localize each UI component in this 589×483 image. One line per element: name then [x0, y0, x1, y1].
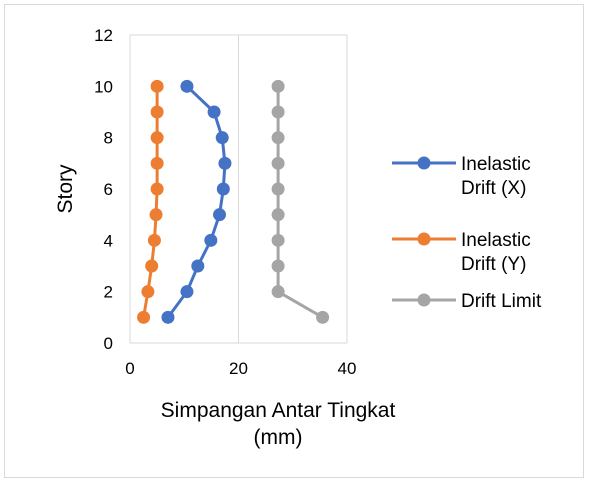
y-tick-label: 6 — [104, 180, 113, 199]
x-tick-label: 40 — [338, 359, 357, 378]
data-point — [147, 233, 161, 247]
data-point — [150, 156, 164, 170]
legend-swatch-marker — [417, 293, 431, 307]
data-point — [149, 208, 163, 222]
data-point — [204, 233, 218, 247]
data-point — [150, 79, 164, 93]
data-point — [271, 285, 285, 299]
y-tick-label: 8 — [104, 129, 113, 148]
series — [137, 79, 330, 324]
data-point — [161, 310, 175, 324]
data-point — [180, 79, 194, 93]
data-point — [141, 285, 155, 299]
data-point — [145, 259, 159, 273]
y-tick-label: 12 — [94, 26, 113, 45]
series-line — [166, 85, 227, 319]
data-point — [316, 310, 330, 324]
x-tick-label: 20 — [229, 359, 248, 378]
legend-label: Drift (X) — [461, 178, 526, 199]
data-point — [271, 131, 285, 145]
data-point — [271, 79, 285, 93]
data-point — [150, 105, 164, 119]
legend-swatch-marker — [417, 156, 431, 170]
data-point — [215, 131, 229, 145]
axis-titles: Story Simpangan Antar Tingkat (mm) — [54, 164, 395, 449]
data-point — [216, 182, 230, 196]
chart-area — [4, 4, 584, 478]
data-point — [271, 182, 285, 196]
data-point — [180, 285, 194, 299]
tick-labels: 0 20 40 0 2 4 6 8 10 12 — [94, 26, 356, 378]
legend: Inelastic Drift (X) Inelastic Drift (Y) Drif… — [392, 154, 542, 312]
data-point — [271, 259, 285, 273]
series-line — [276, 86, 324, 319]
data-point — [150, 182, 164, 196]
gridlines — [129, 34, 348, 343]
data-point — [271, 208, 285, 222]
x-axis-title: Simpangan Antar Tingkat — [161, 399, 396, 422]
y-tick-label: 10 — [94, 77, 113, 96]
legend-label: Inelastic — [461, 154, 531, 175]
x-tick-label: 0 — [125, 359, 134, 378]
legend-label: Drift Limit — [461, 291, 542, 312]
data-point — [150, 131, 164, 145]
y-tick-label: 2 — [104, 283, 113, 302]
data-point — [213, 208, 227, 222]
series-line — [142, 86, 159, 318]
legend-label: Drift (Y) — [461, 254, 526, 275]
data-point — [218, 156, 232, 170]
data-point — [271, 233, 285, 247]
x-axis-title: (mm) — [254, 426, 303, 449]
data-point — [207, 105, 221, 119]
legend-swatch-marker — [417, 232, 431, 246]
data-point — [271, 156, 285, 170]
y-tick-label: 0 — [104, 334, 113, 353]
data-point — [191, 259, 205, 273]
y-tick-label: 4 — [104, 231, 113, 250]
data-point — [137, 310, 151, 324]
y-axis-title: Story — [54, 164, 77, 214]
legend-label: Inelastic — [461, 230, 531, 251]
data-point — [271, 105, 285, 119]
